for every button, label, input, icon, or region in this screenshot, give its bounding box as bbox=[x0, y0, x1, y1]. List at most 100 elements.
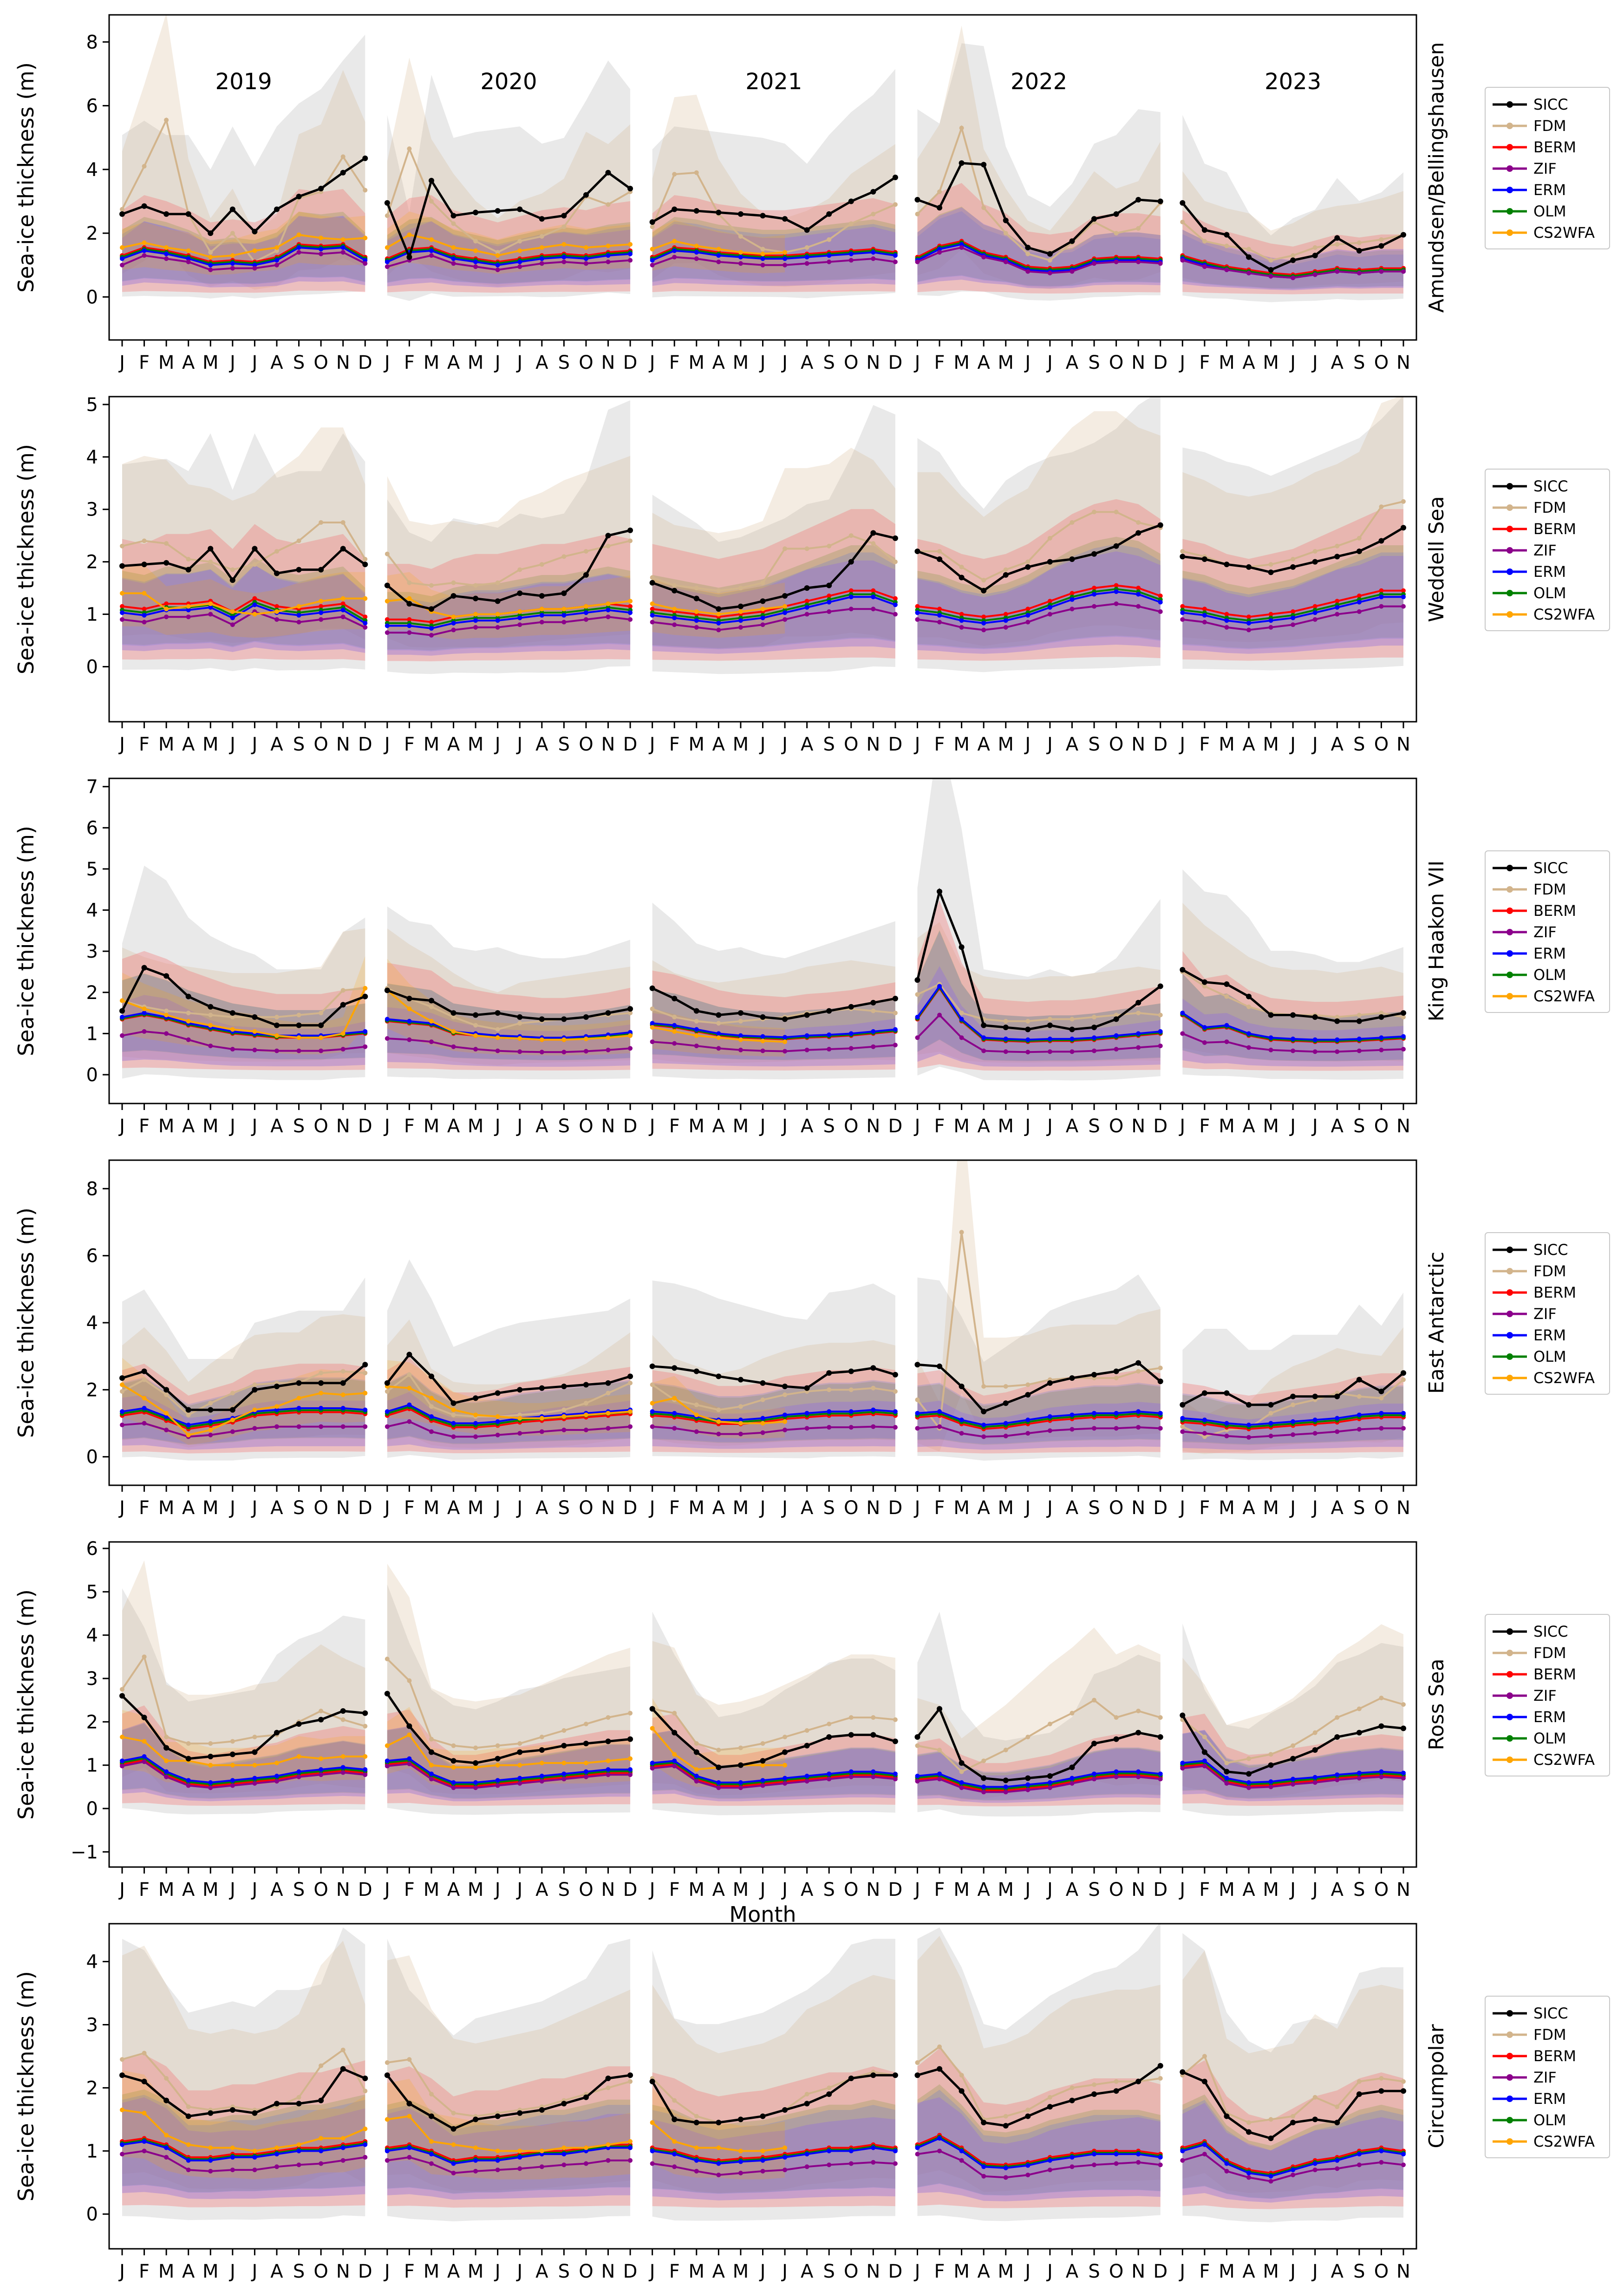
marker-sicc bbox=[826, 1734, 832, 1740]
line-fdm bbox=[916, 1232, 1161, 1431]
marker-fdm bbox=[848, 221, 854, 226]
marker-sicc bbox=[1025, 564, 1031, 570]
x-tick-label-month: A bbox=[447, 1879, 460, 1900]
marker-cs2wfa bbox=[561, 607, 567, 612]
marker-sicc bbox=[1356, 1377, 1362, 1383]
line-erm bbox=[122, 1012, 365, 1037]
marker-berm bbox=[1003, 612, 1008, 617]
x-tick-label-month: J bbox=[781, 2261, 788, 2282]
marker-cs2wfa bbox=[628, 1033, 633, 1038]
band-sicc bbox=[917, 1924, 1161, 2221]
marker-zif bbox=[672, 2164, 677, 2169]
marker-zif bbox=[738, 1431, 743, 1437]
line-olm bbox=[122, 601, 366, 621]
marker-erm bbox=[1047, 1780, 1052, 1785]
marker-cs2wfa bbox=[142, 591, 147, 596]
marker-sicc bbox=[892, 535, 898, 541]
marker-zif bbox=[915, 2152, 920, 2157]
marker-cs2wfa bbox=[760, 607, 765, 612]
marker-erm bbox=[1268, 1421, 1273, 1426]
marker-sicc bbox=[274, 2101, 280, 2107]
marker-sicc bbox=[252, 1749, 258, 1755]
y-tick-label: 4 bbox=[86, 900, 98, 921]
marker-erm bbox=[120, 2142, 124, 2147]
marker-erm bbox=[672, 248, 677, 253]
panel-title-0: Amundsen/Bellingshausen bbox=[1425, 42, 1448, 313]
marker-erm bbox=[561, 613, 567, 618]
marker-cs2wfa bbox=[340, 2136, 346, 2141]
marker-fdm bbox=[208, 250, 213, 255]
marker-zif bbox=[495, 1048, 500, 1053]
marker-cs2wfa bbox=[363, 596, 368, 601]
x-tick-label-month: A bbox=[535, 734, 548, 755]
marker-sicc bbox=[318, 1717, 324, 1723]
marker-sicc bbox=[406, 1352, 412, 1358]
line-sicc bbox=[652, 531, 896, 610]
marker-erm bbox=[893, 2148, 898, 2154]
marker-cs2wfa bbox=[385, 245, 390, 250]
x-tick-label-month: N bbox=[336, 1497, 350, 1519]
marker-sicc bbox=[804, 1012, 810, 1018]
marker-sicc bbox=[1224, 232, 1230, 238]
x-tick-label-month: A bbox=[978, 1879, 991, 1900]
marker-cs2wfa bbox=[274, 609, 279, 614]
marker-berm bbox=[1180, 604, 1185, 609]
band-zif bbox=[122, 215, 365, 287]
marker-sicc bbox=[583, 572, 589, 578]
marker-zif bbox=[495, 268, 500, 273]
marker-zif bbox=[893, 1776, 898, 1782]
marker-sicc bbox=[428, 606, 434, 612]
marker-erm bbox=[981, 620, 986, 626]
x-tick-label-month: A bbox=[1331, 734, 1344, 755]
line-fdm bbox=[917, 983, 1161, 1022]
marker-sicc bbox=[716, 209, 722, 215]
marker-fdm bbox=[804, 2091, 809, 2096]
marker-cs2wfa bbox=[495, 612, 500, 617]
marker-sicc bbox=[340, 1002, 346, 1008]
marker-erm bbox=[1180, 1761, 1185, 1765]
marker-zif bbox=[296, 620, 301, 625]
marker-sicc bbox=[318, 567, 324, 573]
marker-sicc bbox=[804, 227, 810, 233]
marker-fdm bbox=[230, 231, 235, 236]
marker-erm bbox=[827, 1032, 832, 1038]
marker-sicc bbox=[1378, 538, 1384, 544]
marker-sicc bbox=[914, 1362, 920, 1368]
marker-erm bbox=[804, 2152, 809, 2157]
marker-sicc bbox=[1401, 525, 1406, 531]
marker-sicc bbox=[1180, 554, 1186, 560]
marker-sicc bbox=[605, 1010, 611, 1016]
marker-zif bbox=[1401, 1776, 1406, 1781]
marker-berm bbox=[1268, 612, 1273, 617]
marker-erm bbox=[208, 605, 213, 610]
line-erm bbox=[387, 1018, 631, 1039]
marker-sicc bbox=[539, 1747, 545, 1753]
x-tick-label-month: J bbox=[383, 1879, 390, 1900]
marker-sicc bbox=[1268, 1402, 1274, 1408]
marker-sicc bbox=[1312, 2116, 1318, 2122]
marker-zif bbox=[628, 617, 633, 622]
marker-zif bbox=[694, 1429, 699, 1434]
marker-cs2wfa bbox=[738, 1421, 743, 1426]
line-fdm bbox=[122, 987, 365, 1018]
marker-erm bbox=[340, 1406, 346, 1411]
marker-sicc bbox=[340, 1380, 346, 1386]
marker-erm bbox=[1246, 620, 1252, 626]
x-tick-label-month: N bbox=[336, 734, 350, 755]
marker-zif bbox=[1246, 1435, 1252, 1440]
marker-zif bbox=[1401, 1426, 1406, 1431]
marker-zif bbox=[1246, 627, 1252, 633]
marker-zif bbox=[848, 1046, 854, 1051]
line-zif bbox=[387, 616, 631, 636]
marker-zif bbox=[716, 259, 721, 264]
x-tick-label-month: J bbox=[494, 2261, 501, 2282]
marker-cs2wfa bbox=[672, 1029, 677, 1034]
marker-sicc bbox=[892, 2072, 898, 2078]
line-olm bbox=[387, 248, 631, 265]
marker-sicc bbox=[1201, 2078, 1207, 2084]
x-tick-label-month: A bbox=[801, 2261, 814, 2282]
x-tick-label-month: S bbox=[1088, 1116, 1100, 1137]
marker-cs2wfa bbox=[606, 601, 611, 606]
marker-sicc bbox=[605, 1738, 611, 1744]
x-tick-label-month: A bbox=[182, 1497, 195, 1519]
